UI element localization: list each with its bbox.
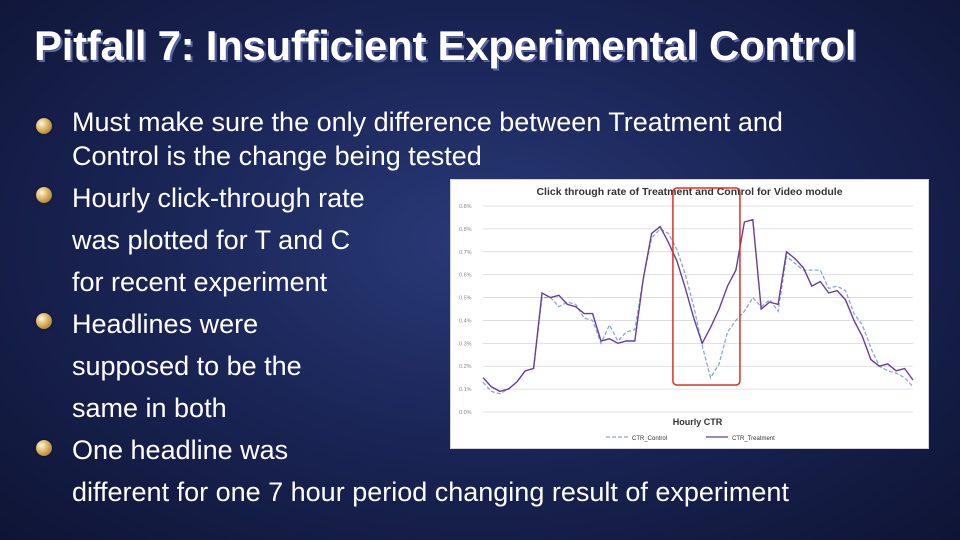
- y-tick-label: 0.3%: [459, 341, 472, 347]
- legend-label: CTR_Control: [632, 436, 667, 442]
- legend-label: CTR_Treatment: [732, 436, 775, 442]
- body-line: for recent experiment: [72, 267, 328, 297]
- y-tick-label: 0.5%: [459, 296, 472, 302]
- body-line: different for one 7 hour period changing…: [72, 477, 789, 507]
- series-line-control: [482, 228, 914, 395]
- bullet-icon: [36, 440, 52, 456]
- body-line: Must make sure the only difference betwe…: [72, 107, 783, 137]
- ctr-chart-svg: Click through rate of Treatment and Cont…: [459, 186, 914, 442]
- body-line: Headlines were: [72, 309, 259, 339]
- body-line: was plotted for T and C: [72, 225, 351, 255]
- y-tick-label: 0.2%: [459, 364, 472, 370]
- y-tick-label: 0.0%: [459, 410, 472, 416]
- body-line: same in both: [72, 393, 227, 423]
- ctr-chart: Click through rate of Treatment and Cont…: [450, 179, 929, 449]
- body-line: One headline was: [72, 435, 289, 465]
- y-tick-label: 0.8%: [459, 204, 472, 210]
- y-tick-label: 0.6%: [459, 273, 472, 279]
- bullet-icon: [36, 118, 52, 134]
- y-tick-label: 0.1%: [459, 387, 472, 393]
- highlight-box: [672, 187, 741, 386]
- y-tick-label: 0.7%: [459, 250, 472, 256]
- series-line-treatment: [482, 218, 914, 393]
- body-line: Control is the change being tested: [72, 141, 482, 171]
- bullet-icon: [36, 313, 52, 329]
- body-line: Hourly click-through rate: [72, 183, 365, 213]
- slide-title: Pitfall 7: Insufficient Experimental Con…: [34, 22, 857, 69]
- body-line: supposed to be the: [72, 351, 302, 381]
- y-tick-label: 0.8%: [459, 227, 472, 233]
- x-axis-label: Hourly CTR: [673, 417, 723, 427]
- y-tick-label: 0.4%: [459, 318, 472, 324]
- chart-title: Click through rate of Treatment and Cont…: [536, 186, 842, 198]
- bullet-icon: [36, 187, 52, 203]
